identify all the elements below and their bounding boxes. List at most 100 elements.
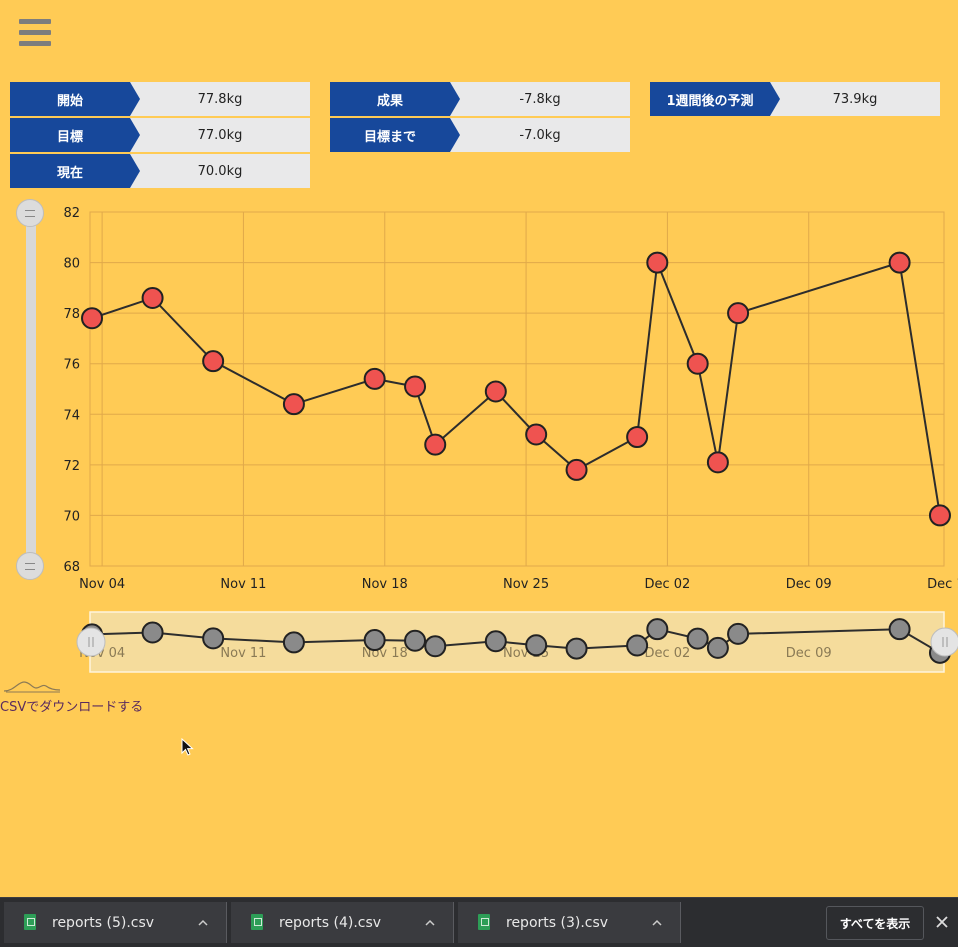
chevron-up-icon[interactable] <box>425 918 435 928</box>
x-tick-label: Nov 11 <box>220 577 266 592</box>
spreadsheet-file-icon <box>251 913 265 932</box>
data-point <box>202 350 225 373</box>
navigator-tick-label: Dec 02 <box>644 646 690 661</box>
weight-chart: 68 70 72 74 76 78 80 82 Nov 04 Nov 11 Nov 18 Nov 25… <box>63 206 958 592</box>
stat-start-value: 77.8kg <box>130 82 310 116</box>
data-point <box>282 393 305 416</box>
stat-goal-label: 目標 <box>10 118 140 152</box>
navigator-point <box>626 634 649 657</box>
data-point <box>686 352 709 375</box>
sparkline-icon <box>4 681 61 693</box>
chevron-up-icon[interactable] <box>652 918 662 928</box>
navigator-point <box>565 637 588 660</box>
handle-knob <box>930 627 958 657</box>
navigator-left-handle[interactable] <box>76 627 106 657</box>
data-point <box>888 251 911 274</box>
x-tick-label: Nov 18 <box>362 577 408 592</box>
stat-to-goal-label: 目標まで <box>330 118 460 152</box>
stat-current-value: 70.0kg <box>130 154 310 188</box>
navigator-point <box>282 631 305 654</box>
data-point <box>565 458 588 481</box>
mouse-cursor-icon <box>181 738 194 756</box>
download-item[interactable]: reports (4).csv <box>231 902 454 943</box>
data-point <box>363 367 386 390</box>
x-tick-label: Dec 09 <box>786 577 832 592</box>
navigator-point <box>727 622 750 645</box>
navigator-right-handle[interactable] <box>930 627 958 657</box>
stat-forecast-label: 1週間後の予測 <box>650 82 780 116</box>
data-point <box>928 504 951 527</box>
navigator-point <box>363 629 386 652</box>
data-point <box>706 451 729 474</box>
y-range-slider[interactable] <box>16 199 44 580</box>
download-item[interactable]: reports (5).csv <box>4 902 227 943</box>
navigator-point <box>646 618 669 641</box>
stat-forecast-value: 73.9kg <box>770 82 940 116</box>
data-point <box>626 426 649 449</box>
stat-forecast: 1週間後の予測 73.9kg <box>650 82 940 116</box>
navigator-selection <box>89 611 945 673</box>
stat-result: 成果 -7.8kg <box>330 82 630 116</box>
y-tick-label: 74 <box>63 408 80 423</box>
download-bar: reports (5).csv reports (4).csv reports … <box>0 897 958 947</box>
y-range-bottom-handle[interactable] <box>16 552 44 580</box>
y-tick-label: 78 <box>63 307 80 322</box>
navigator-point <box>404 629 427 652</box>
navigator-point <box>202 627 225 650</box>
data-point <box>646 251 669 274</box>
range-navigator[interactable]: Nov 04 Nov 11 Nov 18 Nov 25 Dec 02 Dec 09 <box>0 608 958 678</box>
chevron-up-icon[interactable] <box>198 918 208 928</box>
y-tick-label: 68 <box>63 560 80 575</box>
csv-download-link[interactable]: CSVでダウンロードする <box>0 678 143 715</box>
download-item[interactable]: reports (3).csv <box>458 902 681 943</box>
data-point <box>484 380 507 403</box>
x-tick-label: Dec 02 <box>644 577 690 592</box>
stat-to-goal: 目標まで -7.0kg <box>330 118 630 152</box>
navigator-point <box>706 636 729 659</box>
weight-series-line <box>91 261 941 516</box>
stat-start: 開始 77.8kg <box>10 82 310 116</box>
stat-start-label: 開始 <box>10 82 140 116</box>
download-filename: reports (4).csv <box>279 914 382 931</box>
spreadsheet-file-icon <box>478 913 492 932</box>
stat-to-goal-value: -7.0kg <box>450 118 630 152</box>
csv-download-label[interactable]: CSVでダウンロードする <box>0 700 144 715</box>
y-range-top-handle[interactable] <box>16 199 44 227</box>
y-tick-label: 72 <box>63 459 80 474</box>
navigator-point <box>484 630 507 653</box>
handle-knob <box>76 627 106 657</box>
data-point <box>404 375 427 398</box>
stat-current: 現在 70.0kg <box>10 154 310 188</box>
navigator-point <box>424 635 447 658</box>
x-tick-label: Nov 04 <box>79 577 125 592</box>
data-point <box>424 433 447 456</box>
data-point <box>81 307 104 330</box>
stat-current-label: 現在 <box>10 154 140 188</box>
plot-area <box>89 211 945 567</box>
navigator-tick-label: Dec 09 <box>786 646 832 661</box>
y-tick-label: 82 <box>63 206 80 221</box>
show-all-button[interactable]: すべてを表示 <box>826 906 924 940</box>
data-point <box>141 286 164 309</box>
navigator-point <box>525 634 548 657</box>
stat-goal-value: 77.0kg <box>130 118 310 152</box>
download-filename: reports (5).csv <box>52 914 155 931</box>
y-tick-label: 70 <box>63 509 80 524</box>
y-tick-label: 76 <box>63 358 80 373</box>
navigator-point <box>686 627 709 650</box>
stat-result-value: -7.8kg <box>450 82 630 116</box>
stat-goal: 目標 77.0kg <box>10 118 310 152</box>
y-tick-label: 80 <box>63 257 80 272</box>
x-tick-label: Dec 16 <box>927 577 958 592</box>
navigator-tick-label: Nov 11 <box>220 646 266 661</box>
navigator-point <box>141 621 164 644</box>
data-point <box>727 302 750 325</box>
navigator-point <box>888 618 911 641</box>
x-tick-label: Nov 25 <box>503 577 549 592</box>
menu-icon[interactable] <box>19 19 51 51</box>
close-icon[interactable] <box>934 914 950 930</box>
spreadsheet-file-icon <box>24 913 38 932</box>
data-point <box>525 423 548 446</box>
stat-result-label: 成果 <box>330 82 460 116</box>
download-filename: reports (3).csv <box>506 914 609 931</box>
